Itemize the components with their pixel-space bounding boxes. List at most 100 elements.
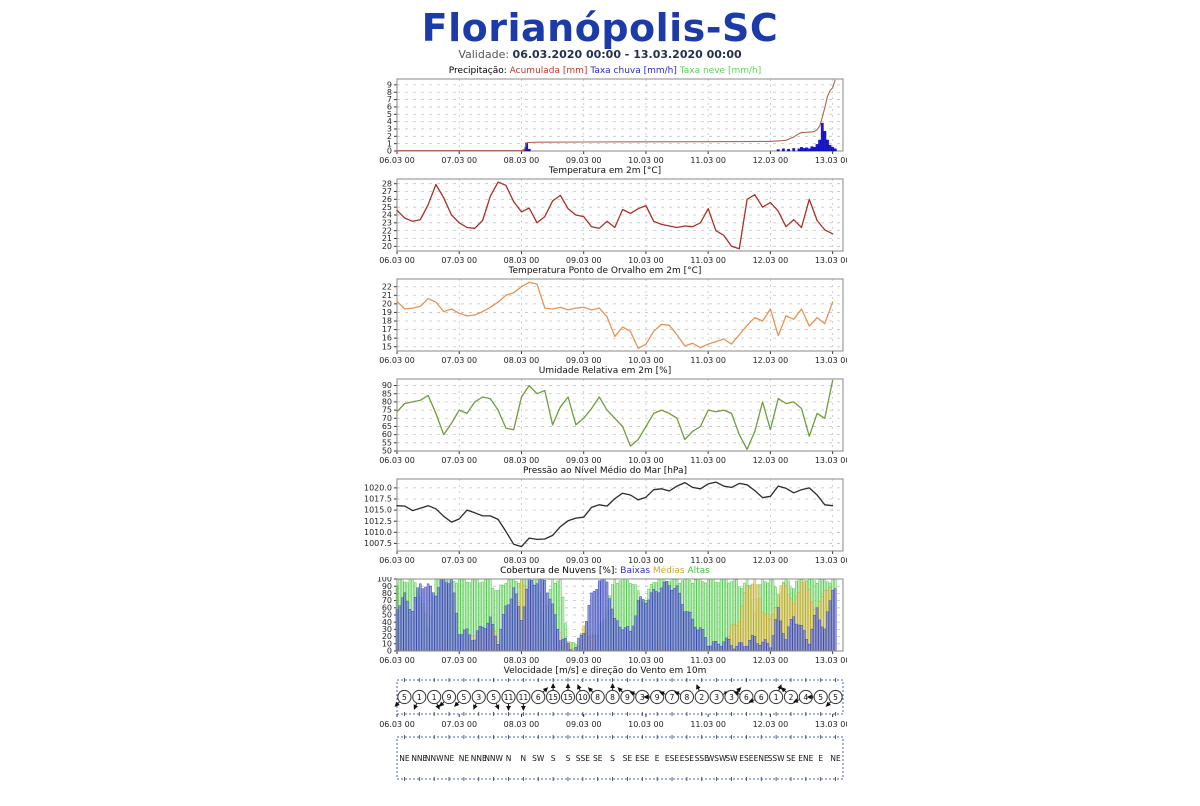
svg-text:75: 75	[382, 406, 392, 415]
svg-text:ENE: ENE	[754, 754, 769, 763]
svg-text:90: 90	[382, 381, 392, 390]
svg-text:55: 55	[382, 438, 392, 447]
svg-text:2: 2	[789, 693, 794, 702]
svg-text:09.03 00: 09.03 00	[566, 556, 602, 565]
svg-text:70: 70	[382, 596, 392, 605]
svg-text:0: 0	[387, 147, 392, 156]
svg-text:2: 2	[699, 693, 704, 702]
svg-text:07.03 00: 07.03 00	[441, 456, 477, 465]
svg-text:27: 27	[382, 187, 392, 196]
svg-text:08.03 00: 08.03 00	[504, 356, 540, 365]
svg-text:09.03 00: 09.03 00	[566, 656, 602, 665]
svg-text:SSE: SSE	[576, 754, 591, 763]
svg-text:26: 26	[382, 195, 392, 204]
svg-text:1: 1	[432, 693, 437, 702]
svg-text:1: 1	[774, 693, 779, 702]
svg-text:08.03 00: 08.03 00	[504, 256, 540, 265]
svg-text:11.03 00: 11.03 00	[690, 656, 726, 665]
svg-text:08.03 00: 08.03 00	[504, 456, 540, 465]
svg-text:60: 60	[382, 430, 392, 439]
svg-text:18: 18	[382, 317, 392, 326]
svg-text:09.03 00: 09.03 00	[566, 356, 602, 365]
svg-text:SW: SW	[725, 754, 738, 763]
svg-text:80: 80	[382, 398, 392, 407]
svg-text:22: 22	[382, 226, 392, 235]
svg-text:7: 7	[670, 693, 675, 702]
svg-text:NE: NE	[459, 754, 470, 763]
svg-text:30: 30	[382, 625, 392, 634]
svg-text:70: 70	[382, 414, 392, 423]
svg-text:ESE: ESE	[665, 754, 679, 763]
svg-text:80: 80	[382, 589, 392, 598]
svg-text:5: 5	[833, 693, 838, 702]
svg-text:N: N	[521, 754, 527, 763]
chart-pressure-title: Pressão ao Nível Médio do Mar [hPa]	[523, 466, 687, 476]
svg-text:1015.0: 1015.0	[364, 506, 392, 515]
svg-text:21: 21	[382, 234, 392, 243]
svg-text:28: 28	[382, 179, 392, 188]
svg-text:11.03 00: 11.03 00	[690, 156, 726, 165]
svg-text:07.03 00: 07.03 00	[441, 556, 477, 565]
svg-text:06.03 00: 06.03 00	[379, 456, 415, 465]
chart-dewpoint-title: Temperatura Ponto de Orvalho em 2m [°C]	[508, 266, 702, 276]
validity-dates: 06.03.2020 00:00 - 13.03.2020 00:00	[512, 48, 742, 61]
svg-text:06.03 00: 06.03 00	[379, 356, 415, 365]
svg-text:1010.0: 1010.0	[364, 528, 392, 537]
svg-text:10.03 00: 10.03 00	[628, 156, 664, 165]
svg-text:11.03 00: 11.03 00	[690, 720, 726, 729]
svg-text:9: 9	[625, 693, 630, 702]
svg-text:5: 5	[491, 693, 496, 702]
chart-precipitation-title: Precipitação: Acumulada [mm] Taxa chuva …	[363, 66, 847, 77]
svg-text:ESE: ESE	[739, 754, 753, 763]
legend-segment: Altas	[687, 566, 710, 576]
svg-text:5: 5	[818, 693, 823, 702]
svg-text:19: 19	[382, 308, 392, 317]
legend-segment: Taxa chuva [mm/h]	[590, 66, 680, 76]
svg-text:WSW: WSW	[707, 754, 727, 763]
svg-text:17: 17	[382, 325, 392, 334]
chart-wind: Velocidade [m/s] e direção do Vento em 1…	[363, 666, 847, 729]
svg-text:12.03 00: 12.03 00	[753, 556, 789, 565]
svg-text:E: E	[818, 754, 823, 763]
svg-text:08.03 00: 08.03 00	[504, 156, 540, 165]
meteogram-page: Florianópolis-SC Validade: 06.03.2020 00…	[0, 6, 1200, 806]
svg-text:1007.5: 1007.5	[364, 539, 392, 548]
legend-segment: Taxa neve [mm/h]	[679, 66, 762, 76]
svg-text:12.03 00: 12.03 00	[753, 456, 789, 465]
svg-text:6: 6	[536, 693, 541, 702]
svg-text:6: 6	[744, 693, 749, 702]
svg-text:5: 5	[402, 693, 407, 702]
svg-text:15: 15	[548, 693, 558, 702]
chart-temperature-title: Temperatura em 2m [°C]	[548, 166, 662, 176]
svg-text:10.03 00: 10.03 00	[628, 556, 664, 565]
svg-text:8: 8	[685, 693, 690, 702]
svg-text:13.03 00: 13.03 00	[815, 456, 847, 465]
svg-text:06.03 00: 06.03 00	[379, 656, 415, 665]
svg-text:0: 0	[387, 647, 392, 656]
svg-text:NE: NE	[444, 754, 455, 763]
svg-text:1017.5: 1017.5	[364, 495, 392, 504]
svg-text:3: 3	[387, 125, 392, 134]
charts-column: Precipitação: Acumulada [mm] Taxa chuva …	[363, 66, 847, 781]
legend-segment: Baixas	[620, 566, 653, 576]
svg-text:85: 85	[382, 389, 392, 398]
svg-text:5: 5	[462, 693, 467, 702]
svg-text:8: 8	[595, 693, 600, 702]
svg-text:12.03 00: 12.03 00	[753, 256, 789, 265]
svg-text:NNE: NNE	[411, 754, 427, 763]
svg-text:10.03 00: 10.03 00	[628, 456, 664, 465]
svg-text:10.03 00: 10.03 00	[628, 720, 664, 729]
legend-segment: Precipitação:	[448, 66, 510, 76]
svg-text:S: S	[610, 754, 615, 763]
chart-precipitation: Precipitação: Acumulada [mm] Taxa chuva …	[363, 66, 847, 166]
svg-text:09.03 00: 09.03 00	[566, 456, 602, 465]
svg-text:11.03 00: 11.03 00	[690, 256, 726, 265]
validity-range: Validade: 06.03.2020 00:00 - 13.03.2020 …	[0, 48, 1200, 62]
svg-text:11.03 00: 11.03 00	[690, 556, 726, 565]
svg-text:9: 9	[447, 693, 452, 702]
svg-text:1: 1	[387, 139, 392, 148]
svg-text:S: S	[551, 754, 556, 763]
svg-text:10.03 00: 10.03 00	[628, 256, 664, 265]
svg-text:SSW: SSW	[768, 754, 786, 763]
